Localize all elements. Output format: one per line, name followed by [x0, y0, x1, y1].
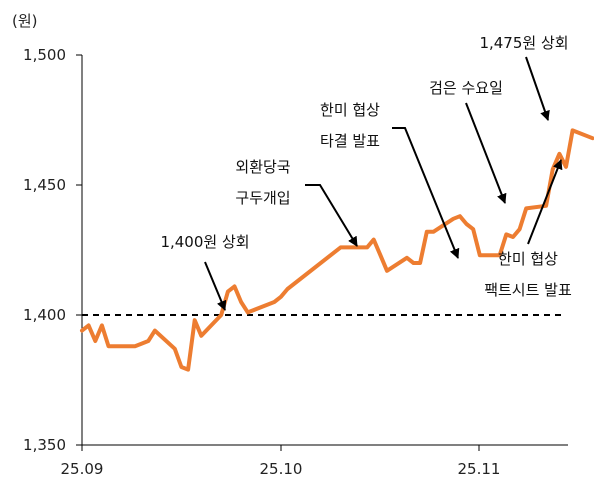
y-unit-label: (원) — [12, 12, 38, 30]
annotation-arrow — [465, 102, 507, 204]
y-tick-label: 1,400 — [23, 306, 66, 324]
y-axis-tick-labels: 1,350 1,400 1,450 1,500 — [23, 46, 66, 454]
annotation-label: 구두개입 — [235, 189, 290, 207]
annotations: 1,400원 상회 외환당국 구두개입 한미 협상 타결 발표 검은 수요일 1… — [160, 34, 572, 311]
annotation-label: 한미 협상 — [320, 101, 380, 119]
annotation-label: 타결 발표 — [320, 132, 380, 150]
y-tick-label: 1,350 — [23, 436, 66, 454]
annotation-label: 검은 수요일 — [429, 79, 503, 97]
annotation-arrow — [305, 184, 358, 247]
annotation-arrow — [525, 56, 550, 121]
series-line — [80, 128, 594, 372]
x-tick-label: 25.09 — [61, 460, 104, 478]
annotation-label: 팩트시트 발표 — [484, 281, 572, 299]
x-tick-label: 25.10 — [260, 460, 303, 478]
annotation-label: 외환당국 — [235, 158, 290, 176]
annotation-arrow — [392, 127, 460, 259]
x-tick-label: 25.11 — [458, 460, 501, 478]
y-tick-label: 1,500 — [23, 46, 66, 64]
x-axis-tick-labels: 25.09 25.10 25.11 — [61, 460, 501, 478]
annotation-label: 한미 협상 — [498, 250, 558, 268]
annotation-arrow — [204, 261, 227, 311]
y-tick-label: 1,450 — [23, 176, 66, 194]
annotation-label: 1,475원 상회 — [479, 34, 568, 52]
annotation-label: 1,400원 상회 — [160, 233, 249, 251]
axes — [76, 54, 568, 451]
annotation-arrow — [527, 159, 563, 245]
